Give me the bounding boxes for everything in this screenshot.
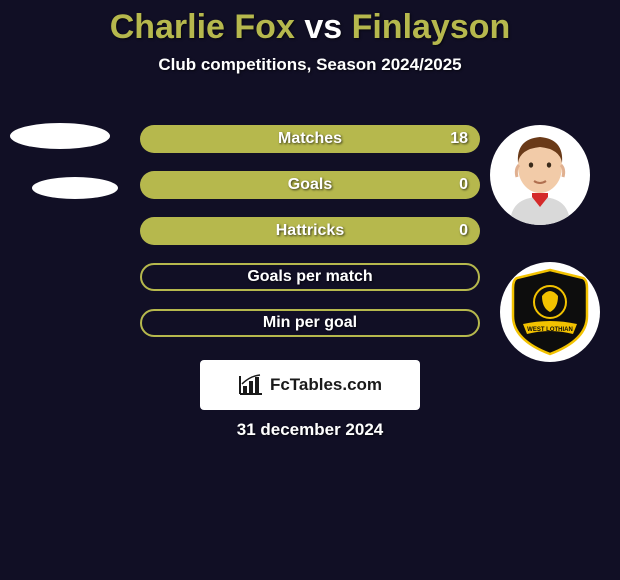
player2-name: Finlayson [352,8,511,46]
stat-bar-value: 0 [459,222,468,240]
stat-bar: Goals 0 [140,171,480,199]
decor-ellipse [10,123,110,149]
decor-ellipse [32,177,118,199]
source-logo: FcTables.com [200,360,420,410]
page-title: Charlie Fox vs Finlayson [0,0,620,47]
stat-bar-label: Matches [278,130,342,148]
player-avatar [490,125,590,225]
vs-text: vs [295,8,352,46]
svg-text:WEST LOTHIAN: WEST LOTHIAN [527,327,573,333]
avatar-icon [490,125,590,225]
chart-icon [238,374,264,396]
club-badge: WEST LOTHIAN [500,262,600,362]
stat-bar-value: 0 [459,176,468,194]
shield-icon: WEST LOTHIAN [511,268,589,356]
subtitle: Club competitions, Season 2024/2025 [0,55,620,75]
stat-bar-label: Min per goal [263,314,357,332]
stat-bar-label: Goals [288,176,332,194]
player1-name: Charlie Fox [110,8,295,46]
stats-bars: Matches 18 Goals 0 Hattricks 0 Goals per match… [140,125,480,355]
stat-bar-label: Goals per match [247,268,372,286]
logo-text: FcTables.com [270,375,382,395]
date-text: 31 december 2024 [0,420,620,440]
stat-bar-value: 18 [450,130,468,148]
stat-bar: Goals per match [140,263,480,291]
stat-bar-label: Hattricks [276,222,344,240]
stat-bar: Matches 18 [140,125,480,153]
stat-bar: Min per goal [140,309,480,337]
stat-bar: Hattricks 0 [140,217,480,245]
